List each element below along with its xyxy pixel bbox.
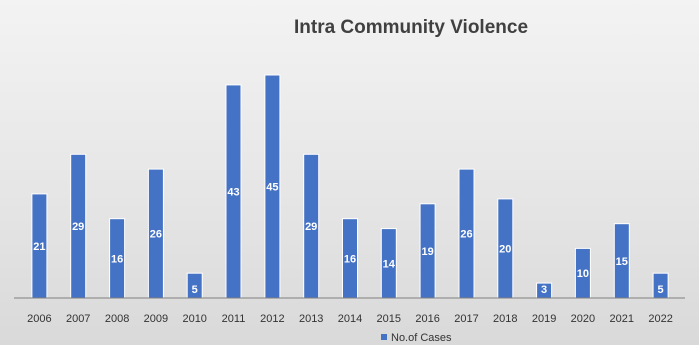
data-label-2015: 14 xyxy=(383,258,396,270)
data-label-2010: 5 xyxy=(192,284,198,296)
x-tick-2021: 2021 xyxy=(610,313,634,325)
x-tick-2007: 2007 xyxy=(66,313,90,325)
x-tick-2017: 2017 xyxy=(454,313,478,325)
data-label-2022: 5 xyxy=(658,284,664,296)
legend: No.of Cases xyxy=(381,332,452,344)
data-label-2009: 26 xyxy=(150,229,162,241)
x-tick-2018: 2018 xyxy=(493,313,517,325)
chart-title: Intra Community Violence xyxy=(294,17,528,38)
x-tick-2019: 2019 xyxy=(532,313,556,325)
data-label-2007: 29 xyxy=(72,221,84,233)
x-tick-2013: 2013 xyxy=(299,313,323,325)
data-label-2013: 29 xyxy=(305,221,317,233)
data-label-2021: 15 xyxy=(616,256,628,268)
x-tick-2015: 2015 xyxy=(377,313,401,325)
x-tick-2014: 2014 xyxy=(338,313,362,325)
x-tick-2012: 2012 xyxy=(260,313,284,325)
x-tick-labels: 2006 2007 2008 2009 2010 2011 2012 2013 2014 2015… xyxy=(27,313,673,325)
data-label-2017: 26 xyxy=(460,229,472,241)
data-label-2011: 43 xyxy=(227,186,239,198)
x-tick-2008: 2008 xyxy=(105,313,129,325)
legend-label: No.of Cases xyxy=(391,332,452,344)
data-label-2020: 10 xyxy=(577,268,589,280)
data-label-2019: 3 xyxy=(541,284,547,296)
data-label-2016: 19 xyxy=(421,246,433,258)
x-tick-2006: 2006 xyxy=(27,313,51,325)
legend-swatch xyxy=(381,334,387,340)
x-tick-2011: 2011 xyxy=(222,313,246,325)
bars-layer xyxy=(31,74,669,299)
x-tick-2020: 2020 xyxy=(571,313,595,325)
x-tick-2010: 2010 xyxy=(182,313,206,325)
data-label-2008: 16 xyxy=(111,253,123,265)
x-tick-2022: 2022 xyxy=(648,313,672,325)
data-label-2014: 16 xyxy=(344,253,356,265)
data-label-2018: 20 xyxy=(499,243,511,255)
x-tick-2009: 2009 xyxy=(144,313,168,325)
data-label-2012: 45 xyxy=(266,182,278,194)
data-label-2006: 21 xyxy=(33,241,45,253)
data-labels-layer: 21 29 16 26 5 43 45 29 16 14 19 26 20 3 10 15 5 xyxy=(33,182,663,297)
x-tick-2016: 2016 xyxy=(415,313,439,325)
